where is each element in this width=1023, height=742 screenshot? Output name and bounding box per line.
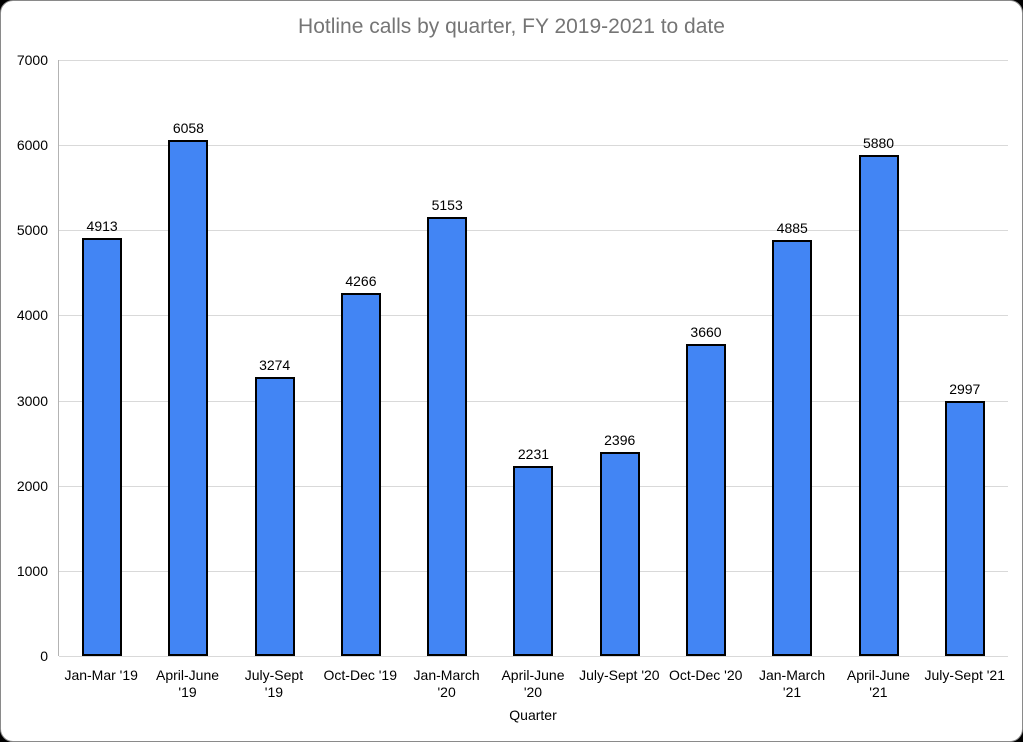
x-axis-labels: Jan-Mar '19 April-June '19 July-Sept '19 Oc… xyxy=(58,667,1008,701)
x-tick-label-4: Jan-March '20 xyxy=(413,667,480,700)
bar-slot-6: 2396 xyxy=(577,60,663,656)
bar-0 xyxy=(82,237,123,656)
gridline-4000 xyxy=(59,315,1008,317)
y-tick-label-1000: 1000 xyxy=(16,562,48,579)
gridline-0 xyxy=(59,656,1008,657)
x-tick-label-0: Jan-Mar '19 xyxy=(64,667,138,683)
bar-8 xyxy=(772,240,813,656)
bar-value-label-7: 3660 xyxy=(690,324,722,341)
bar-value-label-4: 5153 xyxy=(431,197,463,214)
bar-value-label-6: 2396 xyxy=(604,432,636,448)
y-tick-label-0: 0 xyxy=(40,648,48,664)
bar-1 xyxy=(168,140,209,656)
bar-value-label-10: 2997 xyxy=(949,380,981,397)
bar-value-label-9: 5880 xyxy=(862,135,895,152)
x-axis-title: Quarter xyxy=(509,707,557,723)
bar-slot-4: 5153 xyxy=(404,60,490,656)
x-tick-label-8: Jan-March '21 xyxy=(758,667,826,700)
bar-2 xyxy=(254,377,295,656)
bar-slot-1: 6058 xyxy=(145,60,231,656)
bar-7 xyxy=(685,344,726,656)
bar-value-label-0: 4913 xyxy=(86,217,118,234)
bar-slot-10: 2997 xyxy=(922,60,1008,656)
gridline-5000 xyxy=(59,230,1008,232)
bar-5 xyxy=(513,466,554,656)
bar-4 xyxy=(427,217,468,656)
y-tick-label-4000: 4000 xyxy=(16,307,48,324)
bar-slot-5: 2231 xyxy=(490,60,576,656)
gridline-7000 xyxy=(59,60,1008,61)
bar-slot-8: 4885 xyxy=(749,60,835,656)
bar-9 xyxy=(858,155,899,656)
gridline-3000 xyxy=(59,400,1008,402)
plot-area: 4913 6058 3274 4266 5153 2231 2396 3660 4885 5880… xyxy=(58,60,1008,657)
x-tick-label-9: April-June '21 xyxy=(846,667,910,700)
y-tick-label-5000: 5000 xyxy=(16,222,48,239)
x-tick-label-5: April-June '20 xyxy=(501,667,565,700)
y-axis-labels: 0 1000 2000 3000 4000 5000 6000 7000 xyxy=(1,52,48,664)
bar-slot-2: 3274 xyxy=(232,60,318,656)
x-tick-label-7: Oct-Dec '20 xyxy=(668,667,743,683)
x-tick-label-3: Oct-Dec '19 xyxy=(323,667,397,683)
bar-value-label-5: 2231 xyxy=(517,446,550,463)
x-tick-label-1: April-June '19 xyxy=(156,667,220,700)
bar-slot-3: 4266 xyxy=(318,60,404,656)
y-tick-label-3000: 3000 xyxy=(16,392,48,409)
bar-value-label-2: 3274 xyxy=(259,357,291,374)
y-tick-label-2000: 2000 xyxy=(16,477,48,494)
bar-3 xyxy=(340,292,381,656)
chart-title: Hotline calls by quarter, FY 2019-2021 t… xyxy=(298,15,725,38)
y-tick-label-6000: 6000 xyxy=(16,137,48,154)
x-tick-label-6: July-Sept '20 xyxy=(579,667,660,683)
y-tick-label-7000: 7000 xyxy=(16,52,48,68)
gridline-6000 xyxy=(59,145,1008,147)
bar-slot-7: 3660 xyxy=(663,60,749,656)
bar-6 xyxy=(599,452,640,656)
bar-value-label-3: 4266 xyxy=(345,272,377,289)
bar-slot-0: 4913 xyxy=(59,60,145,656)
x-tick-label-2: July-Sept '19 xyxy=(244,667,304,700)
bar-10 xyxy=(944,400,985,656)
bar-slot-9: 5880 xyxy=(835,60,921,656)
x-tick-label-10: July-Sept '21 xyxy=(924,667,1006,683)
bar-value-label-1: 6058 xyxy=(172,120,204,137)
bar-value-label-8: 4885 xyxy=(776,220,808,237)
bars-container: 4913 6058 3274 4266 5153 2231 2396 3660 4885 5880… xyxy=(59,60,1008,656)
